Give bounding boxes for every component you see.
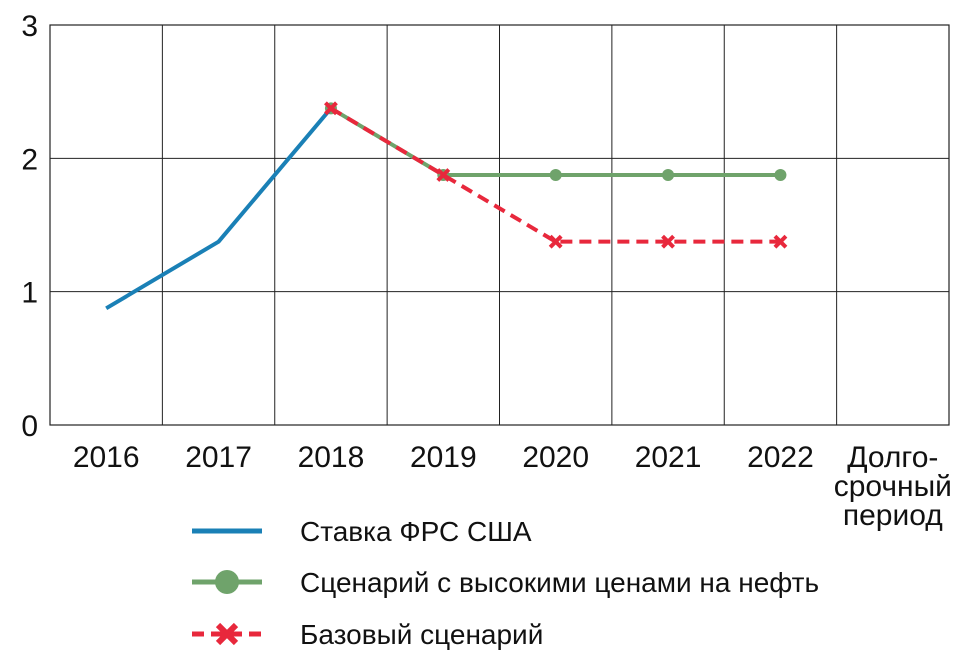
data-point <box>662 169 675 181</box>
x-tick-label: 2019 <box>410 441 477 474</box>
legend: Ставка ФРС США Сценарий с высокими ценами… <box>192 516 819 650</box>
x-tick-label: 2018 <box>298 441 365 474</box>
legend-marker <box>215 622 239 646</box>
y-tick-label: 2 <box>21 143 38 176</box>
y-tick-label: 3 <box>21 10 38 43</box>
data-point <box>774 169 787 181</box>
series-line <box>329 106 781 177</box>
x-tick-label: 2021 <box>635 441 702 474</box>
legend-item: Сценарий с высокими ценами на нефть <box>192 567 819 598</box>
x-tick-label: 2022 <box>747 441 814 474</box>
series-line <box>329 106 781 244</box>
legend-label: Базовый сценарий <box>300 619 543 650</box>
data-point <box>436 168 451 182</box>
grid <box>49 24 950 426</box>
x-tick-label: 2017 <box>185 441 252 474</box>
data-point <box>548 234 563 249</box>
x-tick-label: 2016 <box>73 441 140 474</box>
y-tick-label: 1 <box>21 277 38 310</box>
legend-label: Ставка ФРС США <box>300 516 532 547</box>
series-line <box>105 107 333 311</box>
x-tick-label: 2020 <box>522 441 589 474</box>
data-point <box>549 169 562 181</box>
legend-item: Ставка ФРС США <box>192 516 532 547</box>
x-axis-ticks: 2016 2017 2018 2019 2020 2021 2022 Долго-срочны… <box>73 441 952 532</box>
legend-item: Базовый сценарий <box>192 619 543 650</box>
legend-label: Сценарий с высокими ценами на нефть <box>300 567 819 598</box>
y-axis-ticks: 0 1 2 3 <box>21 10 38 443</box>
x-tick-label: Долго-срочный период <box>834 441 952 532</box>
data-point <box>661 234 675 249</box>
data-point <box>324 101 338 116</box>
data-point <box>773 234 788 249</box>
series-layer <box>105 101 788 311</box>
y-tick-label: 0 <box>21 410 38 443</box>
legend-marker <box>215 570 239 594</box>
